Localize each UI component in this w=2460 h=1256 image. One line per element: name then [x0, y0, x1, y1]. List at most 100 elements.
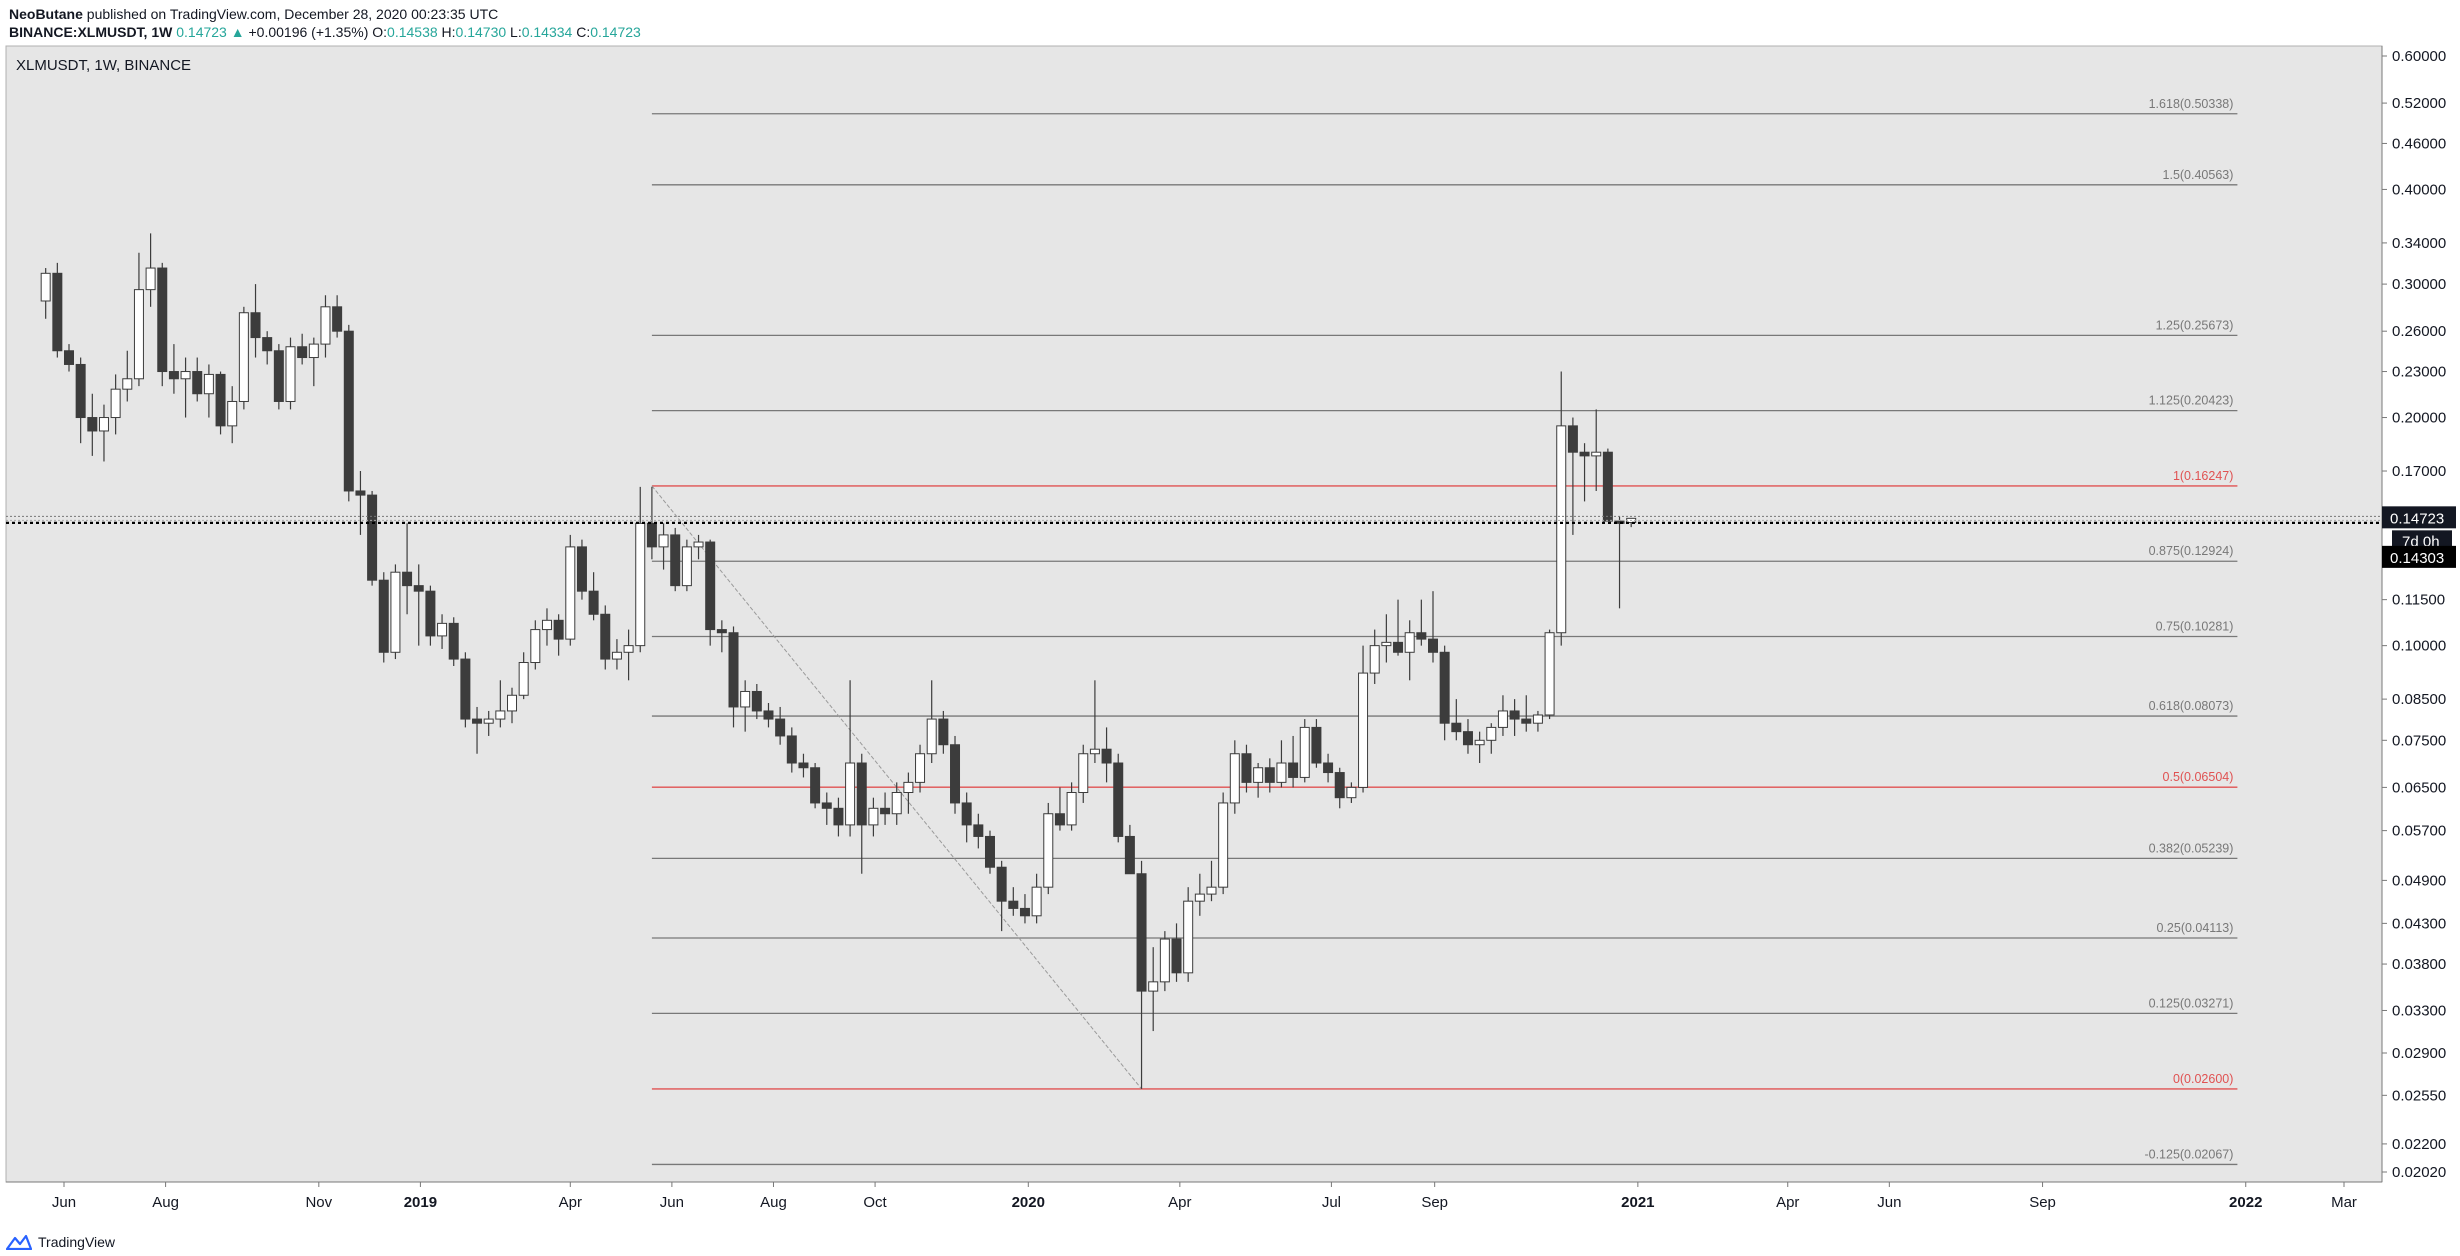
fib-level-label: 1.618(0.50338)	[2149, 97, 2234, 111]
price-tick-label: 0.03800	[2392, 956, 2446, 973]
down-candle	[716, 620, 727, 653]
candle-body	[705, 541, 716, 631]
candle-body	[1206, 886, 1217, 895]
time-tick-label: Jun	[1877, 1194, 1901, 1211]
candle-body	[565, 546, 576, 640]
price-axis[interactable]: 0.60000 0.52000 0.46000 0.40000 0.34000 0.300…	[2381, 46, 2456, 1182]
down-candle	[670, 527, 681, 592]
candle-body	[1346, 786, 1357, 799]
down-candle	[425, 585, 436, 646]
up-candle	[1043, 802, 1054, 895]
candle-body	[728, 632, 739, 708]
down-candle	[343, 324, 354, 502]
up-candle	[1556, 371, 1567, 646]
candle-body	[448, 622, 459, 660]
down-candle	[1241, 744, 1252, 793]
candle-body	[833, 807, 844, 826]
candle-body	[1171, 938, 1182, 974]
candle-body	[1451, 722, 1462, 733]
up-candle	[903, 772, 914, 814]
fib-level-label: 0.5(0.06504)	[2163, 770, 2234, 784]
down-candle	[472, 706, 483, 754]
time-tick-label: Nov	[305, 1194, 332, 1211]
plot-area[interactable]	[5, 45, 2383, 1183]
fib-level-label: 0.382(0.05239)	[2149, 841, 2234, 855]
candle-body	[1194, 893, 1205, 902]
candle-body	[437, 622, 448, 637]
candle-body	[1136, 873, 1147, 992]
down-candle	[1567, 417, 1578, 535]
down-candle	[1323, 753, 1334, 783]
candle-body	[984, 835, 995, 868]
candle-body	[483, 718, 494, 724]
time-tick-label: 2022	[2229, 1194, 2262, 1211]
fib-level-label: 1(0.16247)	[2173, 469, 2233, 483]
price-tick-label: 0.08500	[2392, 691, 2446, 708]
candle-body	[868, 807, 879, 826]
candle-body	[413, 585, 424, 592]
tradingview-brand[interactable]: TradingView	[38, 1234, 116, 1250]
publisher-line: NeoButane published on TradingView.com, …	[9, 6, 498, 22]
price-tick-label: 0.52000	[2392, 95, 2446, 112]
up-candle	[1544, 629, 1555, 720]
candle-body	[1567, 425, 1578, 453]
candle-body	[1462, 731, 1473, 746]
fib-level-label: 1.25(0.25673)	[2156, 318, 2234, 332]
down-candle	[961, 792, 972, 843]
down-candle	[63, 344, 74, 372]
candle-body	[1416, 632, 1427, 640]
tradingview-logo-icon[interactable]	[6, 1234, 32, 1250]
up-candle	[518, 652, 529, 700]
candle-body	[903, 781, 914, 794]
candle-body	[588, 590, 599, 615]
candle-body	[355, 490, 366, 496]
time-axis[interactable]: Jun Aug Nov 2019 Apr Jun Aug Oct 2020 Apr Jul Sep 20…	[6, 1181, 2382, 1211]
up-candle	[1358, 645, 1369, 793]
up-candle	[891, 782, 902, 825]
up-candle	[845, 680, 856, 837]
price-chart[interactable]: 1.618(0.50338) 1.5(0.40563) 1.25(0.25673) 1…	[0, 0, 2460, 1230]
candle-body	[1113, 762, 1124, 837]
candle-body	[157, 267, 168, 373]
time-tick-label: Jul	[1322, 1194, 1341, 1211]
crosshair-price-bg	[2382, 545, 2456, 568]
down-candle	[157, 262, 168, 387]
up-candle	[227, 386, 238, 444]
close-label: C:	[576, 24, 591, 40]
down-candle	[600, 605, 611, 670]
candle-body	[1497, 710, 1508, 728]
up-candle	[285, 337, 296, 410]
candle-body	[320, 306, 331, 345]
time-tick-label: Apr	[559, 1194, 582, 1211]
up-candle	[390, 564, 401, 660]
published-text: published on TradingView.com, December 2…	[86, 6, 499, 22]
price-tick-label: 0.11500	[2392, 592, 2445, 609]
fib-retracement[interactable]: 1.618(0.50338) 1.5(0.40563) 1.25(0.25673) 1…	[651, 97, 2238, 1166]
up-candle	[145, 233, 156, 307]
down-candle	[588, 572, 599, 621]
price-tick-label: 0.34000	[2392, 235, 2446, 252]
up-candle	[180, 357, 191, 418]
candle-body	[1008, 900, 1019, 909]
up-candle	[541, 608, 552, 646]
fib-level-label: 0.875(0.12924)	[2149, 544, 2234, 558]
candle-body	[1369, 645, 1380, 674]
publisher-name[interactable]: NeoButane	[9, 6, 83, 22]
candle-body	[145, 267, 156, 291]
up-candle	[1206, 860, 1217, 902]
time-tick-label: Apr	[1168, 1194, 1191, 1211]
down-candle	[810, 763, 821, 809]
down-candle	[297, 333, 308, 365]
candle-body	[87, 417, 98, 432]
price-tick-label: 0.07500	[2392, 732, 2446, 749]
down-candle	[1264, 758, 1275, 793]
candle-body	[763, 710, 774, 720]
price-tick-label: 0.03300	[2392, 1002, 2446, 1019]
price-tick-label: 0.02900	[2392, 1045, 2446, 1062]
up-candle	[623, 629, 634, 681]
down-candle	[1019, 894, 1030, 924]
candle-body	[1323, 762, 1334, 774]
candle-body	[1253, 767, 1264, 783]
down-candle	[950, 735, 961, 814]
time-tick-label: 2019	[404, 1194, 437, 1211]
